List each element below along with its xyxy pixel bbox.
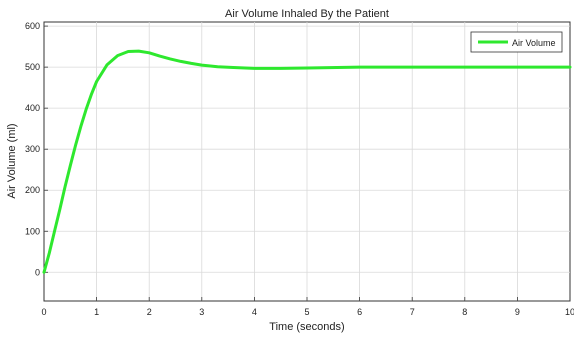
y-tick-label: 200 [25, 185, 40, 195]
y-tick-label: 400 [25, 103, 40, 113]
chart-title: Air Volume Inhaled By the Patient [225, 8, 389, 20]
y-tick-label: 500 [25, 62, 40, 72]
x-tick-label: 3 [199, 307, 204, 317]
x-tick-label: 0 [41, 307, 46, 317]
x-tick-label: 2 [147, 307, 152, 317]
x-tick-label: 10 [565, 307, 574, 317]
legend-label: Air Volume [512, 38, 556, 48]
x-axis-label: Time (seconds) [269, 321, 344, 333]
x-tick-label: 9 [515, 307, 520, 317]
x-tick-label: 4 [252, 307, 257, 317]
y-tick-label: 100 [25, 226, 40, 236]
y-tick-label: 600 [25, 21, 40, 31]
series-line-air-volume [42, 49, 572, 274]
y-axis-label: Air Volume (ml) [6, 123, 18, 198]
x-tick-label: 7 [410, 307, 415, 317]
x-tick-label: 1 [94, 307, 99, 317]
series-layer [42, 49, 572, 274]
y-tick-label: 0 [35, 267, 40, 277]
legend: Air Volume [470, 31, 563, 53]
x-tick-label: 6 [357, 307, 362, 317]
y-tick-label: 300 [25, 144, 40, 154]
x-tick-label: 5 [304, 307, 309, 317]
x-tick-label: 8 [462, 307, 467, 317]
legend-box [470, 31, 563, 53]
